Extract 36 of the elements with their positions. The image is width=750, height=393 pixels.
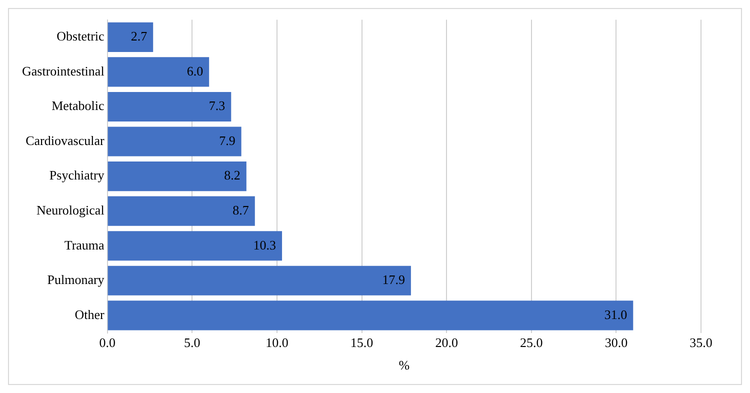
y-tick-label: Gastrointestinal [22, 63, 105, 78]
x-tick-label: 30.0 [604, 335, 628, 350]
bar [108, 162, 246, 192]
x-tick-label: 0.0 [99, 335, 116, 350]
x-axis-title: % [398, 358, 410, 373]
y-tick-label: Psychiatry [49, 168, 105, 183]
data-label: 17.9 [382, 272, 405, 288]
bar [108, 231, 282, 261]
x-tick-label: 10.0 [266, 335, 288, 350]
data-label: 7.3 [208, 98, 226, 114]
bar [108, 126, 242, 156]
x-tick-label: 25.0 [520, 335, 543, 350]
x-tick-label: 20.0 [435, 335, 458, 350]
bar [108, 22, 154, 52]
x-tick-label: 15.0 [350, 335, 374, 350]
x-tick-label: 5.0 [184, 335, 200, 350]
data-label: 2.7 [130, 28, 148, 44]
y-tick-label: Cardiovascular [26, 132, 105, 148]
y-tick-label: Trauma [64, 237, 105, 252]
bar [108, 92, 232, 122]
bar [108, 57, 210, 87]
data-label: 8.2 [224, 168, 240, 183]
y-tick-label: Neurological [36, 202, 105, 218]
y-tick-label: Pulmonary [47, 272, 105, 288]
bar [108, 196, 255, 226]
x-tick-label: 35.0 [690, 335, 712, 350]
y-tick-label: Metabolic [52, 98, 105, 114]
data-label: 7.9 [219, 132, 236, 148]
data-label: 8.7 [232, 202, 250, 218]
data-label: 6.0 [186, 63, 204, 78]
data-label: 31.0 [604, 306, 628, 322]
bar [108, 266, 411, 296]
y-tick-label: Obstetric [56, 28, 105, 44]
y-tick-label: Other [74, 306, 105, 322]
data-label: 10.3 [253, 237, 276, 252]
bar [108, 300, 634, 330]
